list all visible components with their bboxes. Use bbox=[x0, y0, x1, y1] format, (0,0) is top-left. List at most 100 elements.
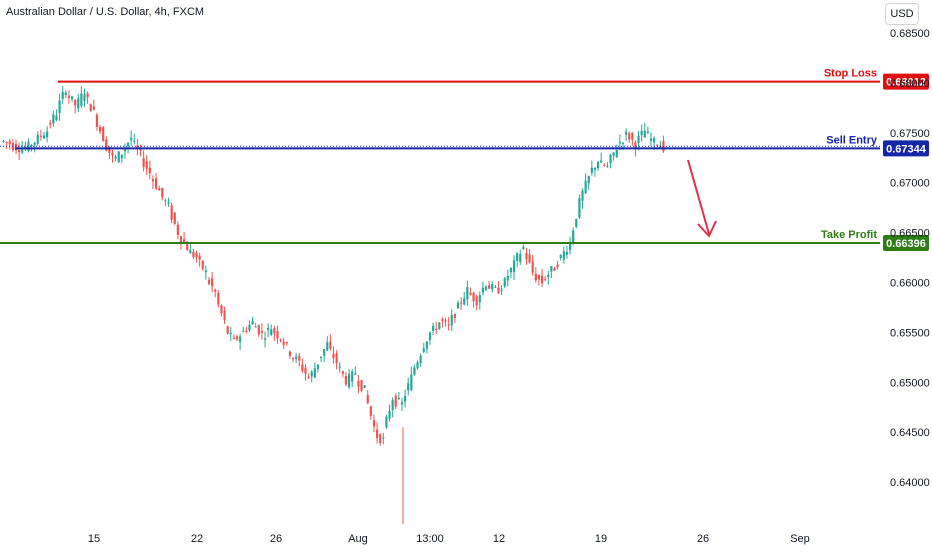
candle-body bbox=[186, 244, 189, 251]
candle-body bbox=[572, 230, 575, 244]
candle-body bbox=[74, 99, 77, 106]
candle-body bbox=[67, 95, 71, 98]
candle-body bbox=[422, 348, 425, 352]
candle-body bbox=[42, 135, 46, 139]
candle-body bbox=[553, 267, 556, 271]
candle-body bbox=[460, 302, 463, 304]
candle-body bbox=[357, 380, 360, 387]
candle-body bbox=[379, 434, 382, 444]
candle-body bbox=[540, 275, 544, 284]
candle-body bbox=[556, 264, 559, 268]
candle-body bbox=[239, 336, 242, 343]
candle-body bbox=[102, 127, 105, 142]
candle-body bbox=[298, 355, 301, 361]
candle-body bbox=[304, 367, 307, 374]
candle-body bbox=[391, 399, 394, 411]
candle-body bbox=[369, 406, 372, 416]
candle-body bbox=[211, 278, 214, 287]
candle-body bbox=[2, 140, 5, 142]
candle-body bbox=[372, 420, 376, 427]
candle-body bbox=[46, 131, 49, 138]
candle-body bbox=[559, 254, 562, 259]
candle-body bbox=[130, 137, 133, 141]
candle-body bbox=[326, 342, 329, 351]
level-price-label: 0.67344 bbox=[886, 143, 927, 155]
candle-body bbox=[649, 138, 653, 142]
candle-body bbox=[475, 296, 478, 306]
candle-body bbox=[179, 236, 183, 244]
candle-body bbox=[21, 148, 24, 153]
candle-body bbox=[509, 267, 513, 273]
candle-body bbox=[285, 342, 288, 344]
candle-body bbox=[323, 349, 326, 356]
y-tick-label: 0.65000 bbox=[890, 377, 930, 389]
candle-body bbox=[319, 356, 323, 359]
candle-body bbox=[257, 325, 260, 335]
y-tick-label: 0.67500 bbox=[890, 128, 930, 140]
time-axis[interactable]: 15 22 26 Aug 13:00 12 19 26 Sep bbox=[88, 533, 810, 545]
price-axis[interactable]: 0.68500 0.68000 0.67500 0.67000 0.66500 0.660… bbox=[890, 28, 930, 489]
candle-body bbox=[488, 285, 491, 289]
candle-body bbox=[310, 371, 313, 377]
level-price-tag bbox=[883, 140, 929, 157]
candles-layer bbox=[2, 85, 665, 525]
candle-body bbox=[621, 142, 625, 144]
candle-body bbox=[235, 336, 239, 340]
candle-body bbox=[36, 134, 39, 144]
candle-body bbox=[388, 410, 391, 419]
candle-body bbox=[270, 329, 273, 336]
candle-body bbox=[120, 154, 123, 159]
candle-body bbox=[659, 146, 662, 148]
candle-body bbox=[192, 251, 195, 258]
candle-body bbox=[195, 252, 198, 258]
candle-body bbox=[117, 151, 120, 163]
candle-body bbox=[528, 254, 531, 263]
candle-body bbox=[80, 93, 83, 106]
candle-body bbox=[394, 395, 397, 407]
candle-body bbox=[214, 289, 217, 292]
candle-body bbox=[288, 351, 292, 356]
candle-body bbox=[512, 260, 516, 273]
candle-body bbox=[637, 135, 640, 143]
candle-body bbox=[279, 339, 282, 341]
level-name: Take Profit bbox=[821, 229, 877, 241]
candle-body bbox=[198, 255, 201, 260]
level-price-label: 0.68012 bbox=[886, 77, 926, 89]
y-tick-label: 0.68000 bbox=[890, 78, 930, 90]
candle-body bbox=[618, 142, 621, 144]
x-tick-label: 26 bbox=[270, 533, 282, 545]
y-tick-label: 0.64000 bbox=[890, 477, 930, 489]
candle-body bbox=[447, 324, 450, 326]
candle-body bbox=[136, 145, 139, 149]
candle-body bbox=[568, 242, 572, 251]
candle-body bbox=[341, 371, 344, 374]
candle-body bbox=[201, 260, 204, 270]
candle-body bbox=[550, 266, 553, 272]
chart-title: Australian Dollar / U.S. Dollar, 4h, FXC… bbox=[6, 6, 205, 18]
candle-body bbox=[428, 332, 432, 341]
currency-button[interactable]: USD bbox=[885, 3, 919, 25]
candle-body bbox=[385, 416, 388, 428]
candle-body bbox=[463, 298, 466, 305]
candle-body bbox=[183, 239, 186, 243]
candle-body bbox=[291, 358, 295, 360]
candle-body bbox=[316, 364, 320, 369]
candle-body bbox=[273, 328, 276, 334]
candle-body bbox=[170, 205, 173, 220]
candle-body bbox=[531, 261, 534, 273]
candle-body bbox=[481, 287, 484, 293]
candle-body bbox=[444, 320, 447, 322]
candle-body bbox=[643, 130, 646, 138]
candle-body bbox=[254, 326, 257, 328]
candle-body bbox=[456, 302, 460, 309]
down-arrow-shaft bbox=[687, 159, 710, 235]
y-tick-label: 0.68500 bbox=[890, 28, 930, 40]
candle-body bbox=[407, 383, 410, 391]
candle-body bbox=[173, 212, 176, 224]
candle-body bbox=[351, 371, 354, 382]
candle-body bbox=[70, 96, 74, 100]
candle-body bbox=[282, 341, 285, 345]
x-tick-label: 13:00 bbox=[416, 533, 444, 545]
